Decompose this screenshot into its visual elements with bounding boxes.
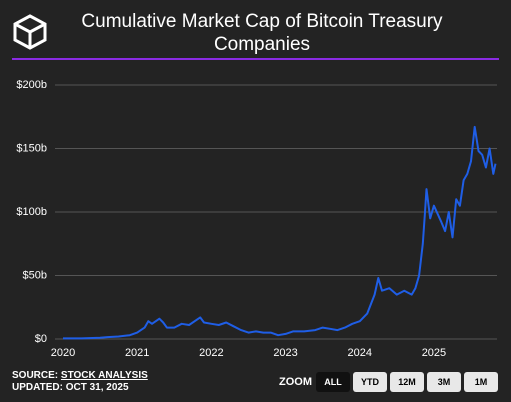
x-tick-label: 2025	[422, 347, 446, 359]
x-tick-label: 2020	[51, 347, 75, 359]
source: SOURCE: STOCK ANALYSIS	[12, 370, 148, 381]
x-tick-label: 2022	[199, 347, 223, 359]
x-tick-label: 2024	[348, 347, 372, 359]
y-tick-label: $0	[35, 333, 47, 345]
y-tick-label: $100b	[16, 206, 47, 218]
zoom-button[interactable]: 3M	[427, 372, 461, 392]
zoom-label: ZOOM	[279, 376, 312, 388]
x-tick-label: 2021	[125, 347, 149, 359]
zoom-button[interactable]: 1M	[464, 372, 498, 392]
zoom-button[interactable]: YTD	[353, 372, 387, 392]
x-tick-label: 2023	[273, 347, 297, 359]
data-line	[63, 125, 497, 340]
chart: $0 $50b $100b $150b $200b 2020 2021 2022 2023 202…	[16, 79, 497, 359]
zoom-button[interactable]: ALL	[316, 372, 350, 392]
title-rule	[12, 58, 499, 60]
y-tick-label: $50b	[23, 269, 47, 281]
y-tick-label: $200b	[16, 79, 47, 91]
source-link[interactable]: STOCK ANALYSIS	[60, 370, 148, 381]
y-tick-label: $150b	[16, 142, 47, 154]
zoom-button[interactable]: 12M	[390, 372, 424, 392]
source-label: SOURCE:	[12, 370, 59, 381]
logo	[13, 14, 47, 50]
updated: UPDATED: OCT 31, 2025	[12, 382, 129, 393]
chart-title: Cumulative Market Cap of Bitcoin Treasur…	[81, 11, 443, 55]
